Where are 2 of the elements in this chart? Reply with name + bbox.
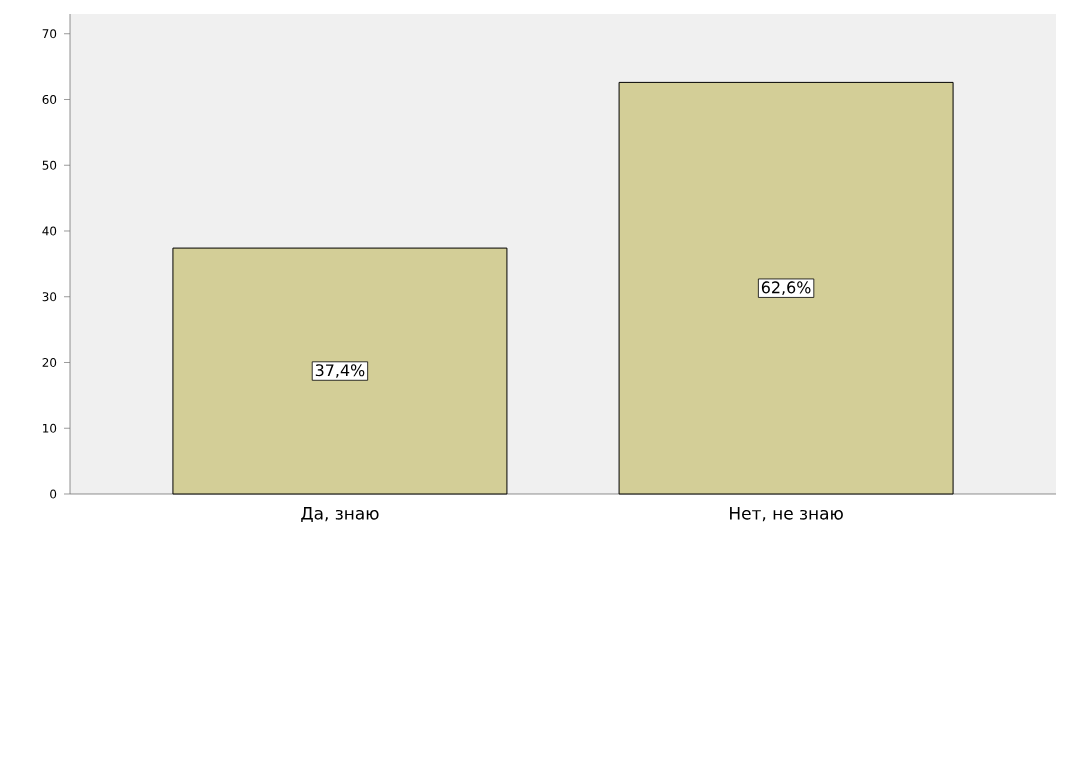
x-tick-label: Да, знаю [301, 507, 379, 523]
x-tick-label: Нет, не знаю [730, 507, 843, 522]
